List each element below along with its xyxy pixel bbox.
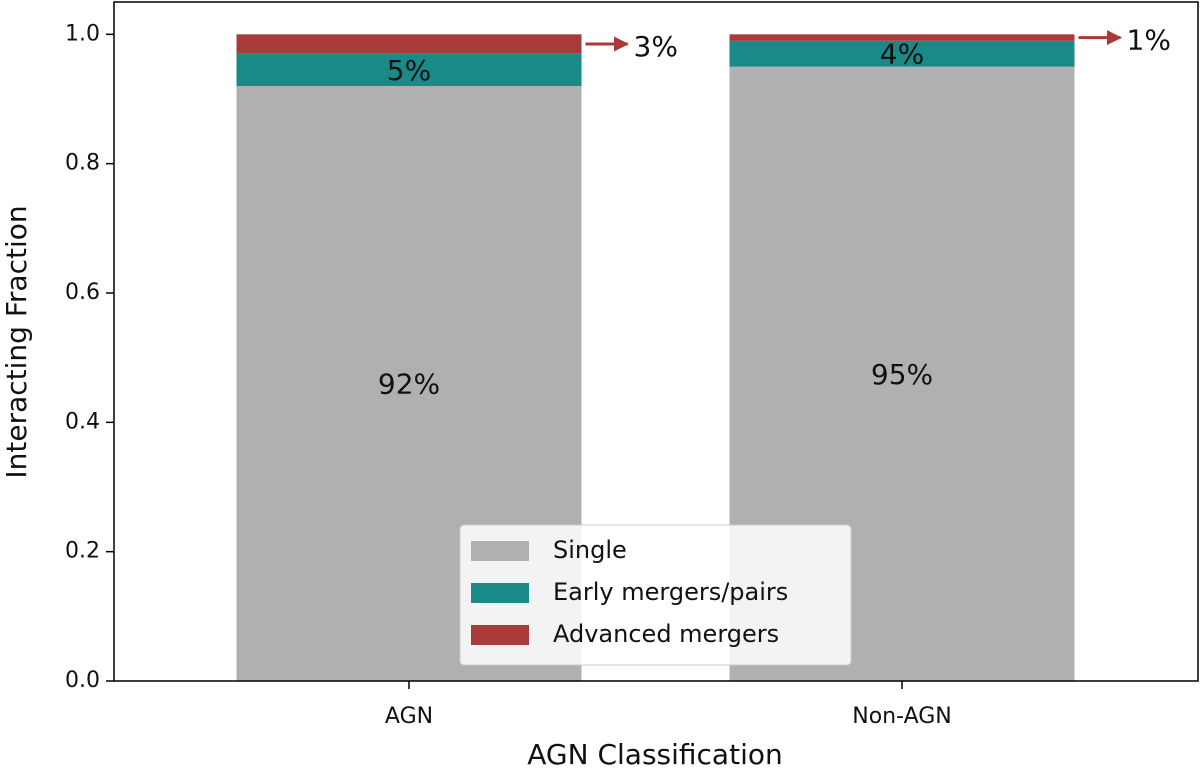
legend-label: Advanced mergers xyxy=(553,620,779,648)
legend: Single Early mergers/pairs Advanced merger… xyxy=(459,524,852,666)
x-tick-label: Non-AGN xyxy=(852,704,951,729)
data-label: 95% xyxy=(871,358,933,391)
y-tick-label: 1.0 xyxy=(65,21,100,46)
legend-swatch xyxy=(471,583,529,603)
data-label: 1% xyxy=(1127,24,1171,57)
y-tick-label: 0.8 xyxy=(65,151,100,176)
y-tick-label: 0.6 xyxy=(65,280,100,305)
data-label: 92% xyxy=(378,368,440,401)
y-tick-label: 0.4 xyxy=(65,409,100,434)
bar-segment xyxy=(729,40,1075,67)
data-label: 3% xyxy=(634,30,678,63)
bar-segment xyxy=(729,34,1075,41)
plot-frame xyxy=(113,1,1199,682)
data-label: 4% xyxy=(880,38,924,71)
legend-swatch xyxy=(471,625,529,645)
legend-swatch xyxy=(471,541,529,561)
x-tick-label: AGN xyxy=(385,704,433,729)
y-tick-label: 0.2 xyxy=(65,539,100,564)
legend-box xyxy=(459,524,852,666)
legend-label: Single xyxy=(553,536,627,564)
bar-segment xyxy=(236,53,582,87)
y-axis-label: Interacting Fraction xyxy=(0,205,33,478)
legend-label: Early mergers/pairs xyxy=(553,578,788,606)
bar-segment xyxy=(236,34,582,54)
y-tick-label: 0.0 xyxy=(65,668,100,693)
x-axis-label: AGN Classification xyxy=(527,738,782,771)
data-label: 5% xyxy=(387,54,431,87)
